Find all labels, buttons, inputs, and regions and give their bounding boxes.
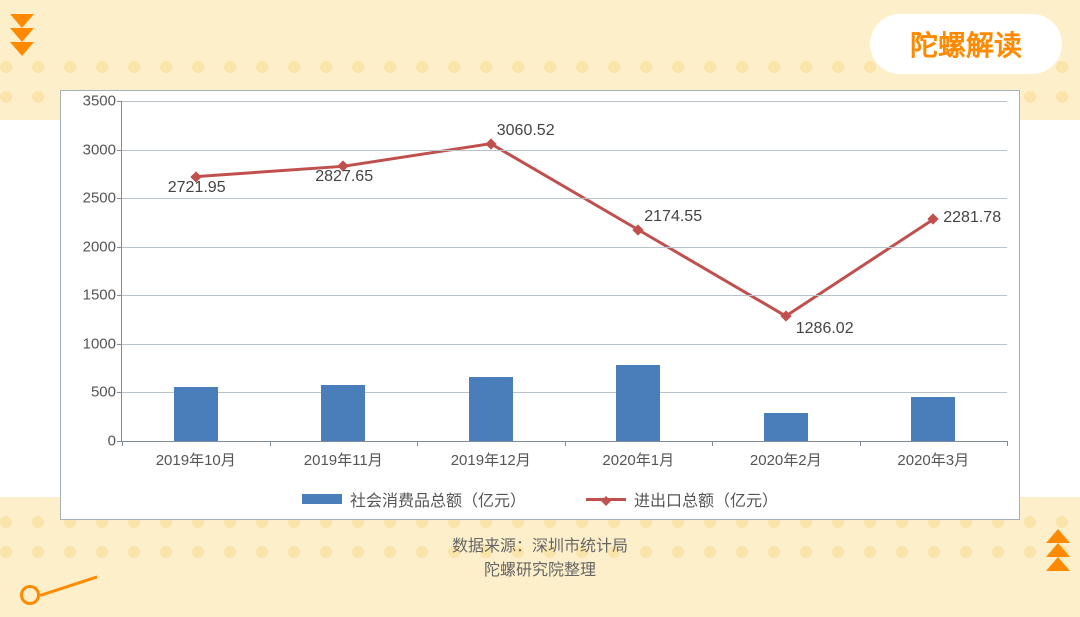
line-marker xyxy=(633,224,644,235)
line-marker xyxy=(485,138,496,149)
xtick-label: 2019年12月 xyxy=(451,449,531,470)
xtick-label: 2020年3月 xyxy=(897,449,969,470)
line-series-path xyxy=(122,101,1007,441)
line-value-label: 3060.52 xyxy=(497,122,555,140)
gridline xyxy=(122,295,1007,296)
source-line-2: 陀螺研究院整理 xyxy=(0,559,1080,583)
bar xyxy=(174,387,218,441)
legend-label-line: 进出口总额（亿元） xyxy=(634,487,778,511)
legend-swatch-bar xyxy=(302,494,342,504)
legend-label-bar: 社会消费品总额（亿元） xyxy=(350,487,526,511)
xtick-mark xyxy=(417,441,418,446)
ytick-mark xyxy=(117,247,122,248)
xtick-mark xyxy=(860,441,861,446)
xtick-mark xyxy=(122,441,123,446)
gridline xyxy=(122,150,1007,151)
gridline xyxy=(122,392,1007,393)
line-value-label: 1286.02 xyxy=(796,320,854,338)
data-source: 数据来源：深圳市统计局 陀螺研究院整理 xyxy=(0,535,1080,583)
ytick-mark xyxy=(117,198,122,199)
line-value-label: 2281.78 xyxy=(943,209,1001,227)
deco-triangle-tl-2 xyxy=(10,28,34,42)
deco-triangle-tl-1 xyxy=(10,14,34,28)
line-value-label: 2174.55 xyxy=(644,208,702,226)
bar xyxy=(469,377,513,441)
legend: 社会消费品总额（亿元） 进出口总额（亿元） xyxy=(61,487,1019,511)
xtick-mark xyxy=(270,441,271,446)
ytick-mark xyxy=(117,101,122,102)
deco-pin-bl xyxy=(20,585,100,605)
ytick-mark xyxy=(117,150,122,151)
legend-item-line: 进出口总额（亿元） xyxy=(586,487,778,511)
deco-triangle-tl-3 xyxy=(10,42,34,56)
xtick-mark xyxy=(565,441,566,446)
line-value-label: 2721.95 xyxy=(168,179,226,197)
gridline xyxy=(122,344,1007,345)
xtick-mark xyxy=(712,441,713,446)
ytick-mark xyxy=(117,392,122,393)
ytick-mark xyxy=(117,344,122,345)
header-badge: 陀螺解读 xyxy=(870,14,1062,74)
bar xyxy=(616,365,660,441)
gridline xyxy=(122,101,1007,102)
line-marker xyxy=(928,214,939,225)
xtick-mark xyxy=(1007,441,1008,446)
bar xyxy=(764,413,808,441)
xtick-label: 2019年11月 xyxy=(304,449,383,470)
gridline xyxy=(122,247,1007,248)
line-value-label: 2827.65 xyxy=(315,168,373,186)
ytick-mark xyxy=(117,295,122,296)
xtick-label: 2020年2月 xyxy=(750,449,822,470)
gridline xyxy=(122,198,1007,199)
page-root: { "header": { "badge_text": "陀螺解读", "bad… xyxy=(0,0,1080,617)
chart-container: 05001000150020002500300035002019年10月2019… xyxy=(60,90,1020,520)
plot-area: 05001000150020002500300035002019年10月2019… xyxy=(121,101,1007,442)
bar xyxy=(911,397,955,441)
bar xyxy=(321,385,365,441)
source-line-1: 数据来源：深圳市统计局 xyxy=(0,535,1080,559)
xtick-label: 2020年1月 xyxy=(602,449,674,470)
legend-item-bar: 社会消费品总额（亿元） xyxy=(302,487,526,511)
line-marker xyxy=(780,310,791,321)
xtick-label: 2019年10月 xyxy=(156,449,236,470)
legend-swatch-line xyxy=(586,498,626,501)
